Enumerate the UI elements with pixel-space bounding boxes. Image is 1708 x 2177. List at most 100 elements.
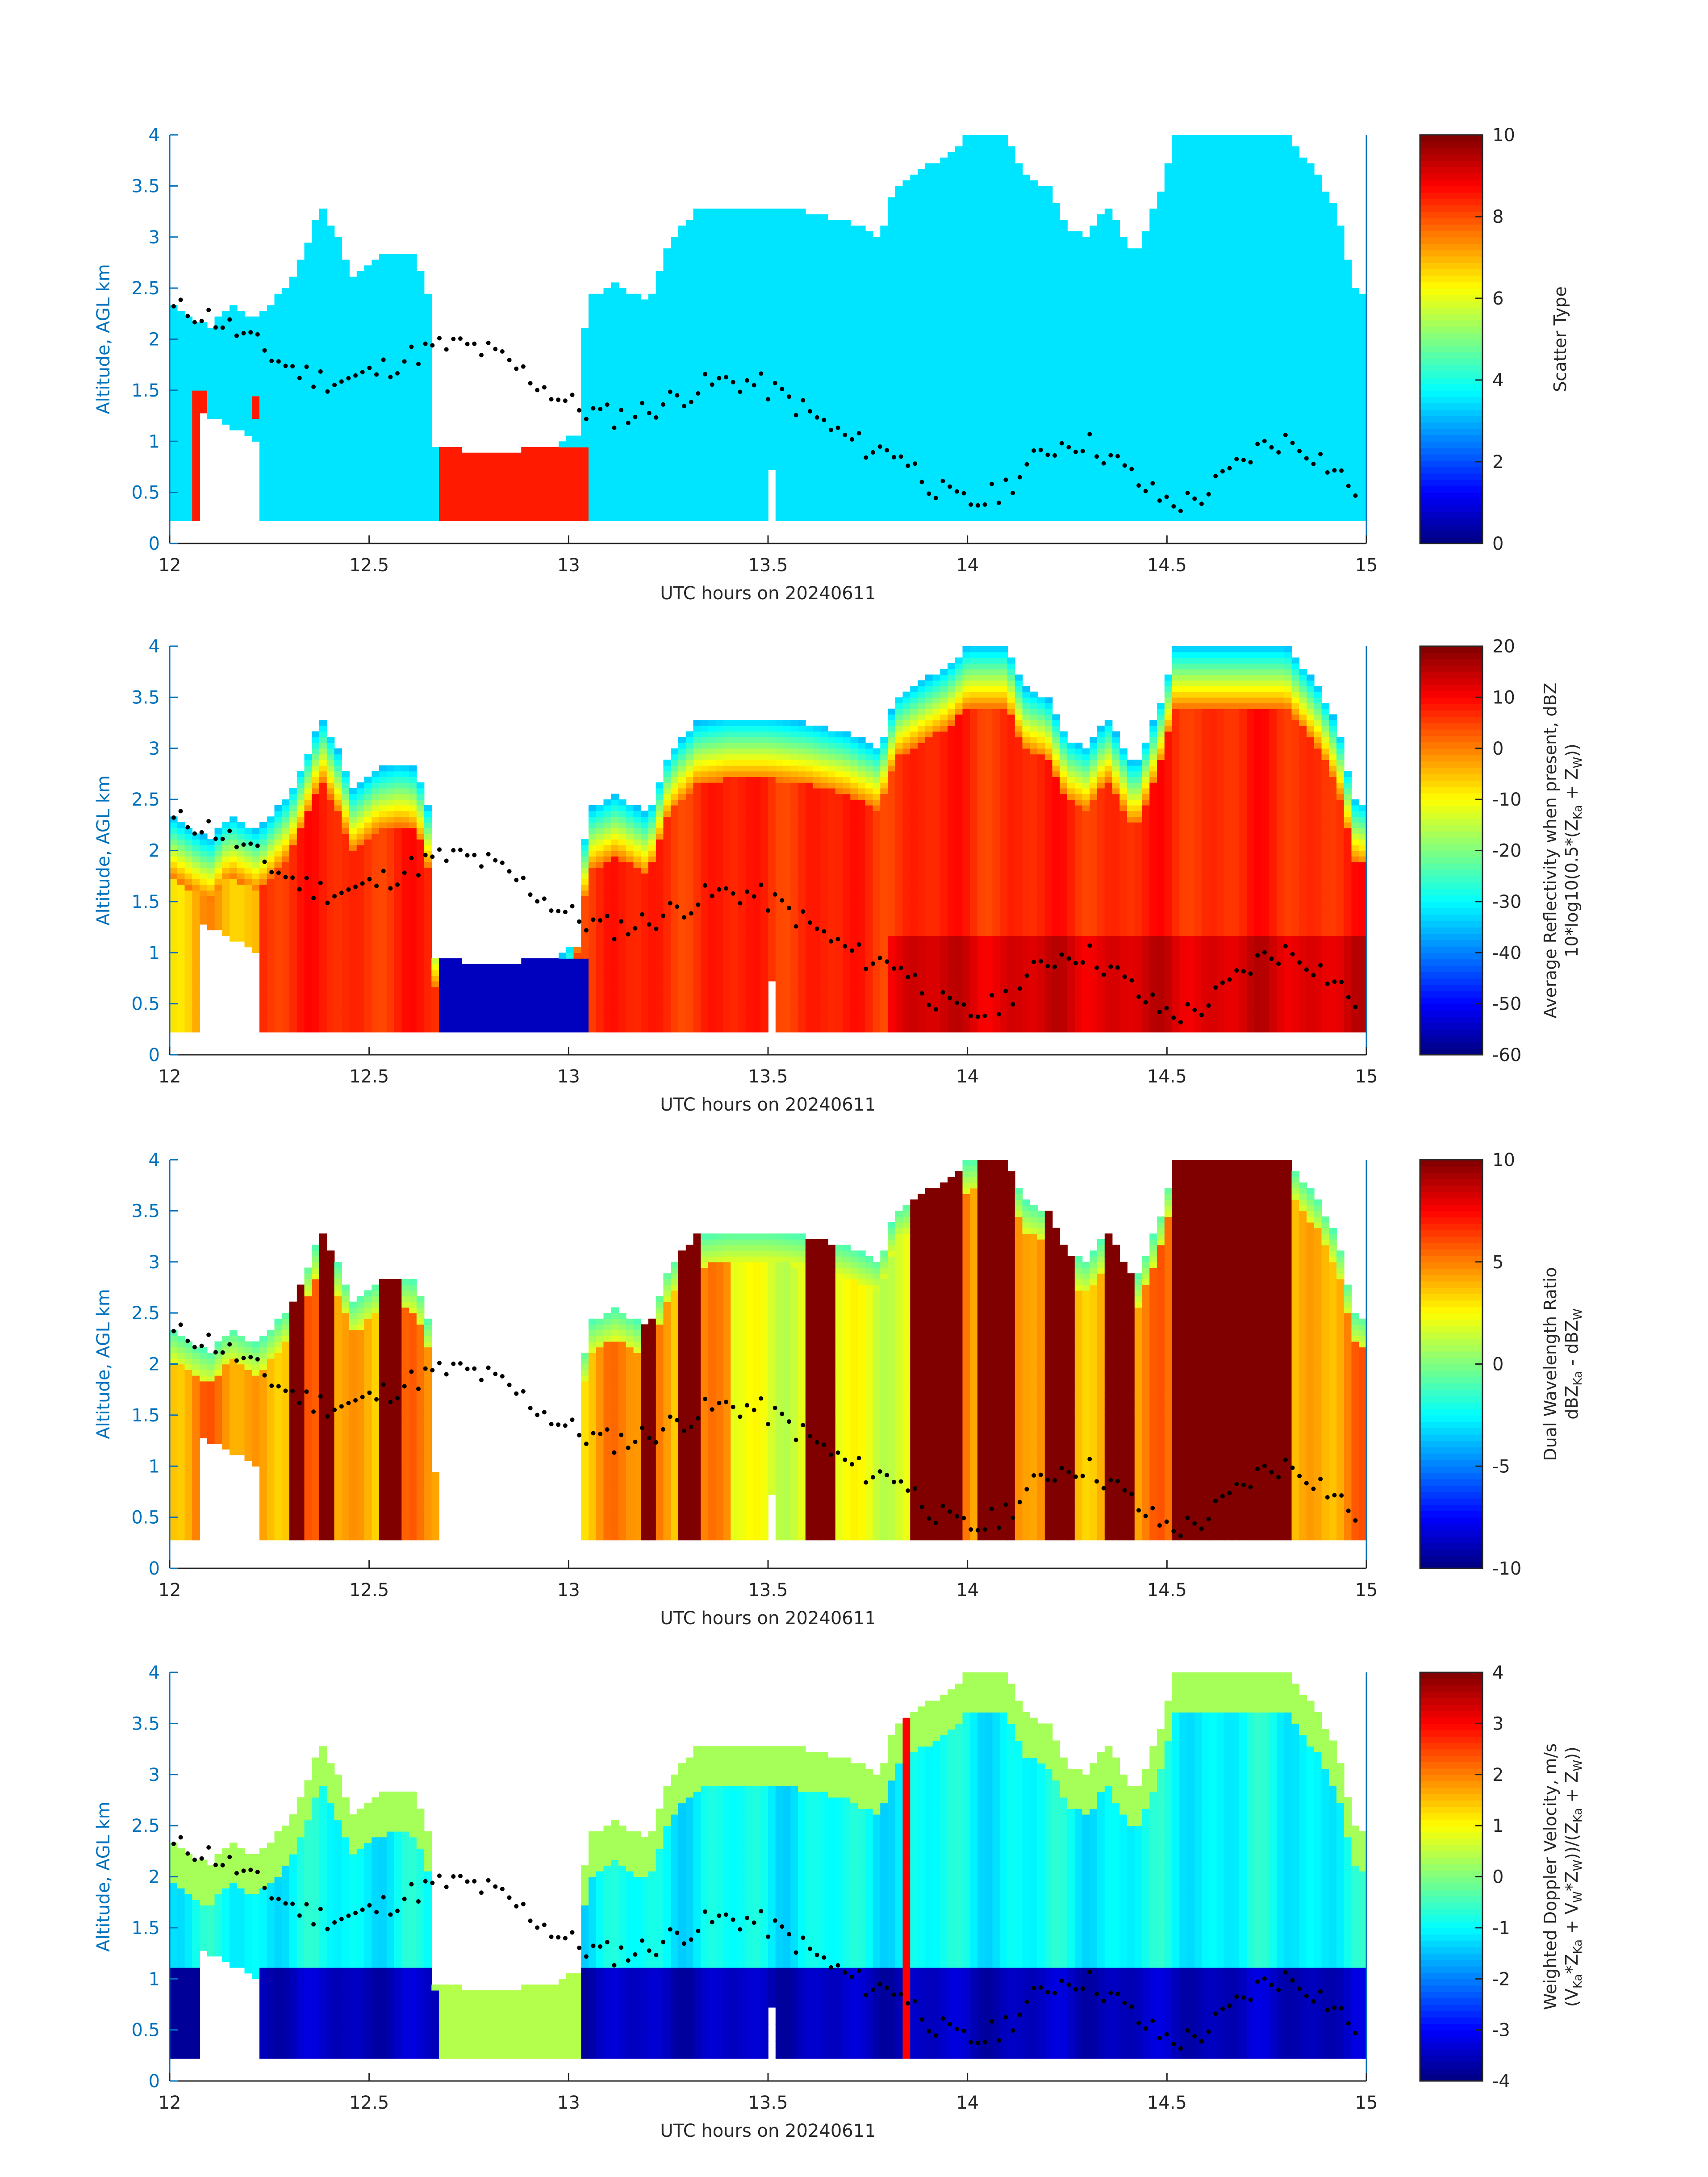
heat-cell (267, 498, 275, 504)
heat-cell (992, 192, 1001, 198)
heat-cell (970, 276, 978, 283)
heat-cell (611, 390, 619, 397)
heat-cell (835, 509, 844, 516)
heat-cell (708, 282, 716, 288)
heat-cell (1030, 328, 1038, 334)
heat-cell (970, 316, 978, 323)
heat-cell (731, 293, 739, 300)
heat-cell (1022, 435, 1031, 442)
heat-cell (731, 481, 739, 487)
heat-cell (948, 413, 956, 419)
heat-cell (962, 498, 971, 504)
heat-cell (267, 368, 275, 374)
heat-cell (790, 328, 798, 334)
heat-cell (902, 333, 911, 340)
heat-cell (880, 288, 888, 294)
heat-cell (581, 368, 589, 374)
heat-cell (1022, 316, 1031, 323)
heat-cell (888, 469, 896, 476)
heat-cell (230, 396, 238, 402)
heat-cell (873, 248, 881, 255)
heat-cell (1015, 452, 1023, 459)
heat-cell (940, 407, 948, 414)
heat-cell (581, 481, 589, 487)
heat-cell (768, 447, 776, 453)
heat-cell (312, 390, 320, 397)
heat-cell (910, 356, 918, 363)
heat-cell (356, 390, 365, 397)
heat-cell (992, 180, 1001, 187)
heat-cell (267, 435, 275, 442)
heat-cell (671, 435, 679, 442)
heat-cell (312, 271, 320, 277)
heat-cell (633, 293, 642, 300)
heat-cell (386, 407, 395, 414)
heat-cell (334, 504, 342, 510)
heat-cell (977, 469, 986, 476)
heat-cell (873, 350, 881, 357)
heat-cell (222, 379, 230, 385)
heat-cell (865, 339, 873, 345)
heat-cell (760, 248, 768, 255)
heat-cell (394, 458, 402, 464)
heat-cell (873, 299, 881, 305)
heat-cell (364, 435, 372, 442)
heat-cell (835, 299, 844, 305)
heat-cell (177, 464, 185, 470)
heat-cell (326, 231, 335, 238)
heat-cell (880, 333, 888, 340)
heat-cell (244, 379, 253, 385)
heat-cell (910, 333, 918, 340)
heat-cell (992, 458, 1001, 464)
heat-cell (349, 464, 357, 470)
heat-cell (813, 220, 821, 226)
heat-cell (918, 339, 926, 345)
heat-cell (334, 237, 342, 243)
heat-cell (715, 469, 724, 476)
heat-cell (992, 390, 1001, 397)
heat-cell (252, 345, 260, 351)
heat-cell (910, 180, 918, 187)
heat-cell (843, 220, 851, 226)
heat-cell (394, 504, 402, 510)
heat-cell (775, 373, 784, 380)
heat-cell (1007, 328, 1015, 334)
heat-cell (753, 418, 761, 425)
heat-cell (708, 299, 716, 305)
heat-cell (1030, 498, 1038, 504)
heat-cell (506, 469, 514, 476)
heat-cell (948, 231, 956, 238)
heat-cell (1030, 293, 1038, 300)
heat-cell (685, 328, 694, 334)
heat-cell (671, 305, 679, 311)
heat-cell (760, 322, 768, 328)
heat-cell (865, 504, 873, 510)
heat-cell (738, 452, 746, 459)
heat-cell (214, 345, 223, 351)
heat-cell (491, 452, 499, 459)
heat-cell (835, 350, 844, 357)
heat-cell (738, 305, 746, 311)
heat-cell (805, 276, 814, 283)
heat-cell (581, 492, 589, 499)
heat-cell (813, 390, 821, 397)
heat-cell (259, 322, 267, 328)
heat-cell (828, 293, 836, 300)
heat-cell (955, 242, 963, 249)
heat-cell (731, 254, 739, 260)
heat-cell (925, 373, 933, 380)
heat-cell (790, 498, 798, 504)
heat-cell (192, 333, 200, 340)
heat-cell (424, 430, 432, 436)
heat-cell (962, 407, 971, 414)
heat-cell (611, 311, 619, 317)
heat-cell (342, 282, 350, 288)
heat-cell (768, 259, 776, 266)
heat-cell (992, 401, 1001, 408)
heat-cell (252, 356, 260, 363)
heat-cell (349, 396, 357, 402)
heat-cell (356, 396, 365, 402)
heat-cell (880, 316, 888, 323)
heat-cell (895, 322, 903, 328)
heat-cell (641, 464, 649, 470)
